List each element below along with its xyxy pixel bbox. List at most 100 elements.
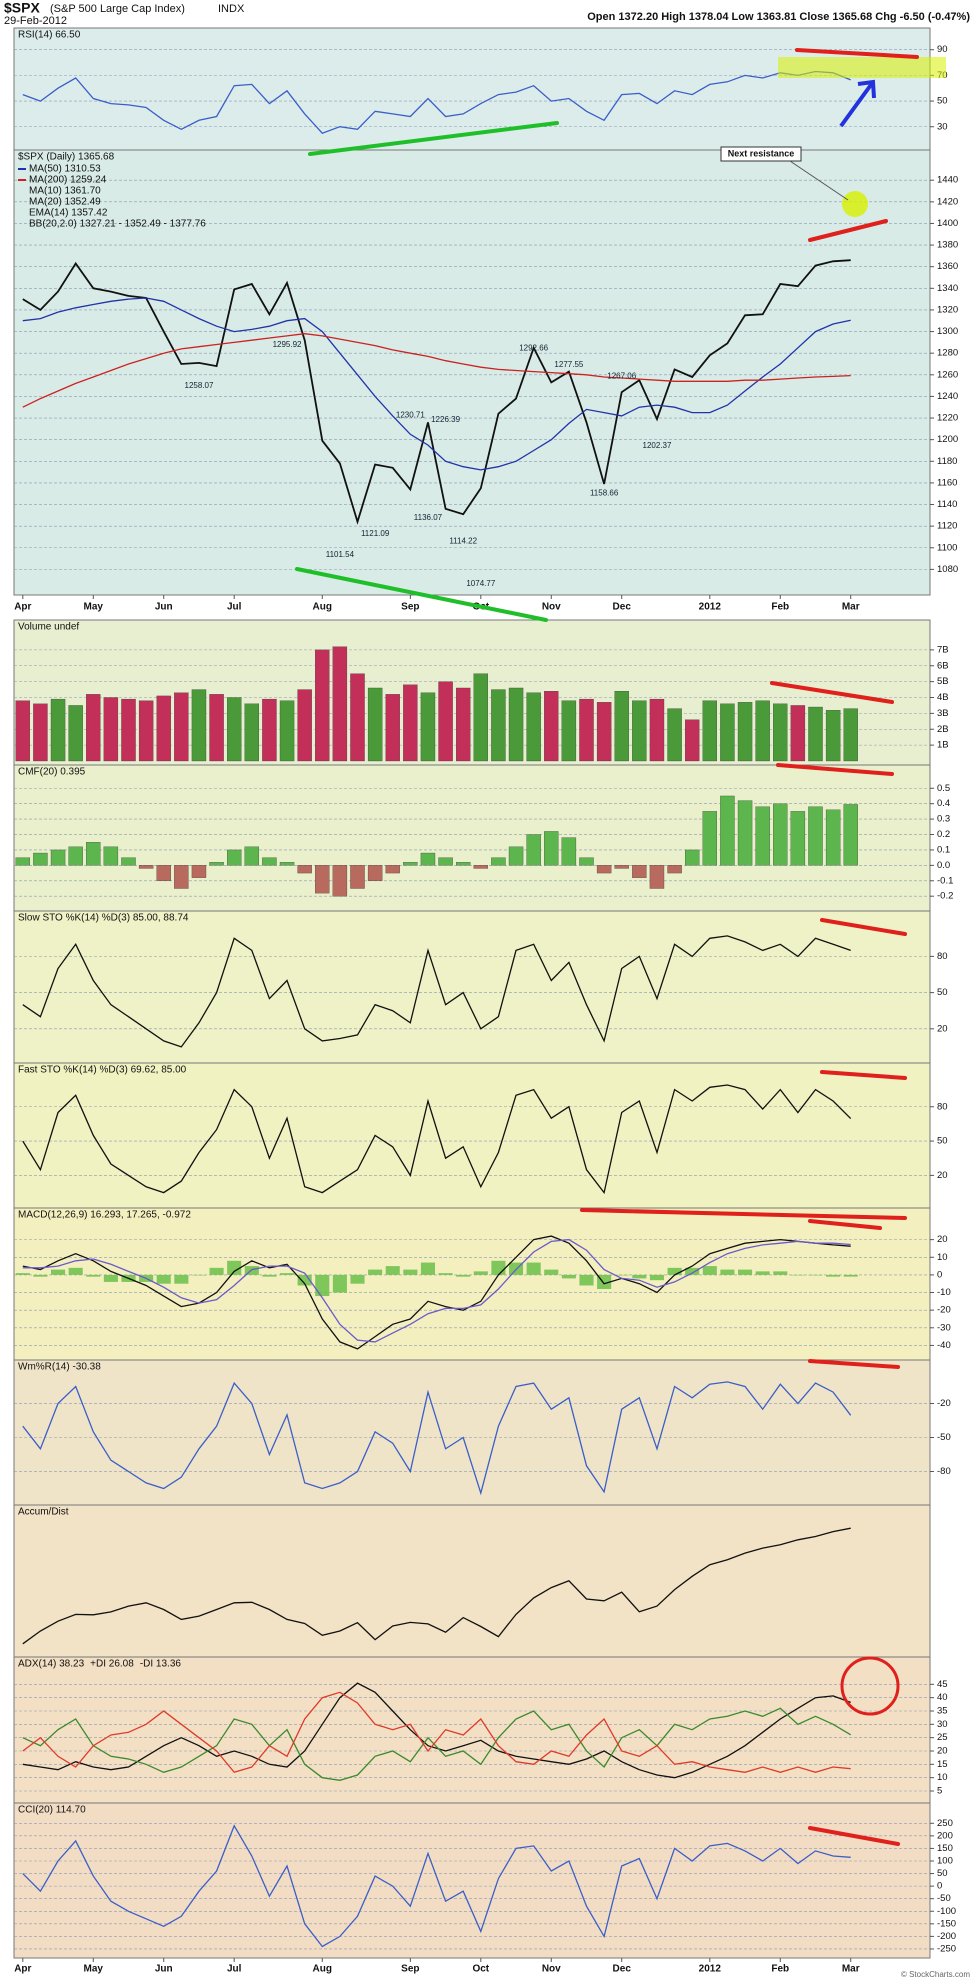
legend-entry: MA(200) 1259.24 — [29, 175, 107, 186]
series-line — [22, 1682, 851, 1779]
bar — [808, 806, 823, 866]
bar — [667, 865, 682, 874]
y-tick-label: -0.1 — [937, 875, 953, 886]
y-tick-label: 1280 — [937, 348, 958, 359]
histogram-bar — [227, 1260, 242, 1275]
x-tick-label: Nov — [542, 1964, 561, 1975]
bar — [720, 795, 735, 866]
histogram-bar — [385, 1266, 400, 1275]
histogram-bar — [526, 1262, 541, 1275]
bar — [297, 865, 312, 874]
histogram-bar — [50, 1269, 66, 1275]
price-annotation: 1158.66 — [590, 488, 619, 497]
y-tick-label: 250 — [937, 1818, 953, 1829]
series-line — [22, 297, 851, 471]
y-tick-label: 30 — [937, 1719, 948, 1730]
bar — [156, 695, 171, 762]
panel-title: Fast STO %K(14) %D(3) 69.62, 85.00 — [18, 1065, 187, 1076]
y-tick-label: 20 — [937, 1746, 948, 1757]
histogram-bar — [368, 1269, 383, 1275]
bar — [138, 700, 154, 762]
bar — [226, 849, 242, 866]
y-tick-label: 200 — [937, 1830, 953, 1841]
y-tick-label: 1220 — [937, 413, 958, 424]
x-tick-label: Apr — [14, 1964, 31, 1975]
bar — [684, 719, 700, 762]
bar — [191, 689, 207, 762]
y-tick-label: 90 — [937, 44, 948, 55]
trend-line — [808, 219, 888, 242]
y-tick-label: 5B — [937, 676, 949, 687]
bar — [332, 865, 348, 897]
y-tick-label: 1200 — [937, 434, 958, 445]
bar — [385, 865, 400, 874]
series-line — [22, 1084, 852, 1195]
x-tick-label: Feb — [771, 602, 789, 613]
y-tick-label: 10 — [937, 1252, 948, 1263]
y-tick-label: -30 — [937, 1322, 951, 1333]
y-tick-label: -20 — [937, 1398, 951, 1409]
y-tick-label: 1160 — [937, 477, 957, 488]
histogram-bar — [103, 1274, 118, 1282]
y-tick-label: -150 — [937, 1918, 956, 1929]
histogram-bar — [773, 1271, 788, 1275]
annotation: Next resistance — [728, 148, 795, 158]
price-annotation: 1136.07 — [414, 513, 443, 522]
legend-entry: EMA(14) 1357.42 — [29, 208, 108, 219]
bar — [420, 852, 436, 866]
histogram-bar — [438, 1273, 453, 1275]
bar — [367, 687, 383, 762]
bar — [790, 811, 806, 866]
histogram-bar — [262, 1274, 277, 1277]
annotation-pointer — [789, 160, 849, 201]
bar — [209, 862, 224, 866]
y-tick-label: 2B — [937, 724, 949, 735]
trend-line — [808, 1826, 900, 1846]
y-tick-label: 1080 — [937, 564, 958, 575]
bar — [244, 846, 260, 866]
bar — [350, 865, 365, 889]
panel-title: $SPX (Daily) 1365.68 — [18, 152, 115, 163]
y-tick-label: 1100 — [937, 542, 957, 553]
y-tick-label: 1240 — [937, 391, 958, 402]
bar — [156, 865, 171, 881]
x-tick-label: Aug — [313, 602, 332, 613]
trend-line — [308, 121, 559, 156]
y-tick-label: 0 — [937, 1269, 942, 1280]
series-line — [22, 1691, 851, 1774]
bar — [262, 698, 277, 762]
price-annotation: 1074.77 — [466, 579, 495, 588]
price-annotation: 1226.39 — [431, 415, 460, 424]
histogram-bar — [191, 1274, 207, 1276]
bar — [438, 681, 453, 762]
price-annotation: 1121.09 — [361, 529, 390, 538]
bar — [614, 691, 629, 762]
bar — [367, 865, 383, 881]
series-line — [22, 70, 851, 134]
histogram-bar — [156, 1274, 171, 1284]
price-annotation: 1230.71 — [396, 411, 425, 420]
legend-entry: BB(20,2.0) 1327.21 - 1352.49 - 1377.76 — [29, 219, 206, 230]
y-tick-label: 0.2 — [937, 829, 950, 840]
annotation-box — [720, 146, 802, 162]
bar — [755, 700, 770, 762]
histogram-bar — [843, 1274, 858, 1277]
price-annotation: 1202.37 — [643, 441, 672, 450]
bar — [121, 698, 136, 762]
legend-entry: MA(50) 1310.53 — [29, 164, 101, 175]
bar — [103, 846, 119, 866]
series-line — [22, 333, 851, 408]
histogram-bar — [790, 1274, 805, 1276]
y-tick-label: 1320 — [937, 304, 958, 315]
bar — [279, 700, 295, 762]
series-line — [22, 1527, 851, 1645]
series-line — [22, 1238, 851, 1343]
histogram-bar — [737, 1269, 753, 1275]
y-tick-label: 5 — [937, 1786, 942, 1797]
bar — [315, 649, 330, 762]
y-tick-label: 0.5 — [937, 783, 950, 794]
bar — [332, 646, 348, 762]
y-tick-label: 50 — [937, 96, 948, 107]
y-tick-label: 0.1 — [937, 844, 950, 855]
y-tick-label: 4B — [937, 692, 949, 703]
